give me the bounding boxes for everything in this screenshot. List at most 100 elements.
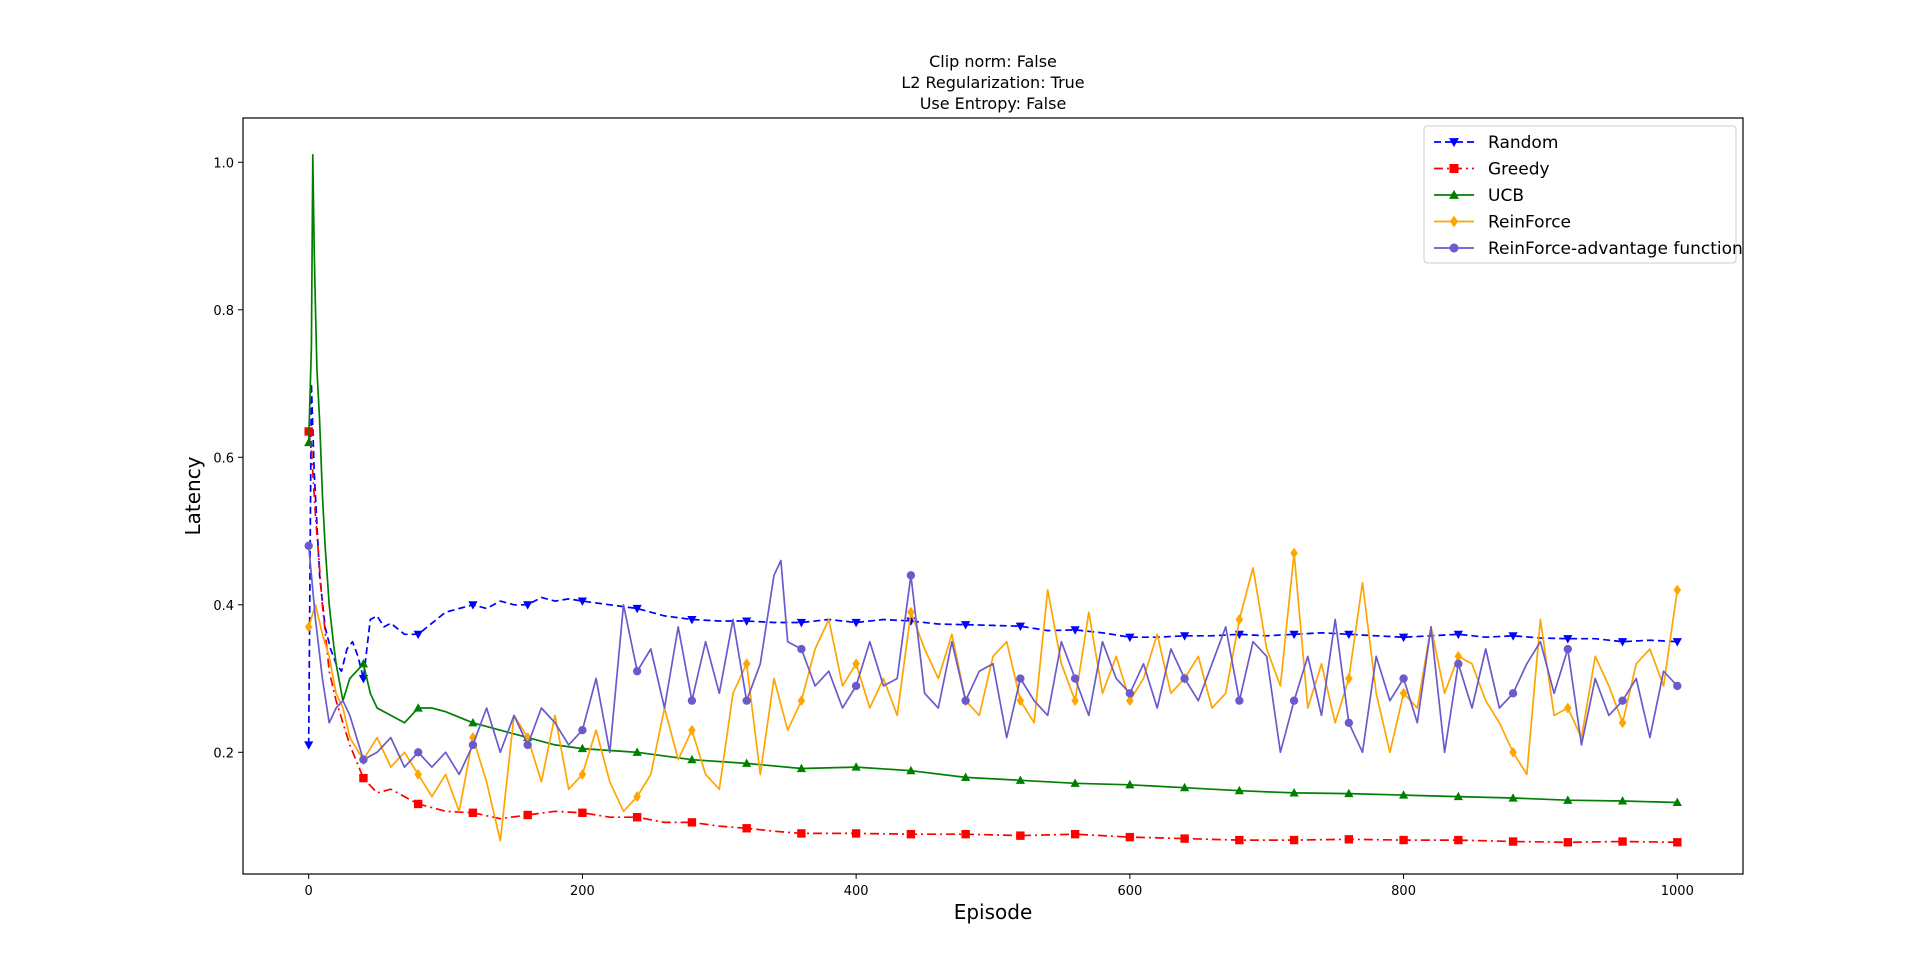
data-point bbox=[1126, 695, 1134, 707]
legend-entry: UCB bbox=[1434, 186, 1524, 206]
chart-title: Clip norm: False L2 Regularization: True… bbox=[901, 52, 1084, 113]
data-point bbox=[413, 748, 423, 757]
data-point bbox=[1235, 696, 1244, 705]
legend-entry: Random bbox=[1434, 133, 1558, 153]
title-line: Clip norm: False bbox=[929, 52, 1057, 71]
plot-marks bbox=[304, 154, 1682, 847]
data-point bbox=[1289, 835, 1299, 845]
data-point bbox=[742, 758, 752, 767]
data-point bbox=[742, 658, 751, 670]
data-point bbox=[1235, 835, 1244, 845]
data-point bbox=[1673, 584, 1682, 596]
x-axis-label: Episode bbox=[954, 900, 1033, 924]
data-point bbox=[1454, 835, 1463, 845]
data-point bbox=[797, 644, 806, 654]
series-line bbox=[307, 552, 1679, 842]
data-point bbox=[1016, 831, 1025, 840]
data-point bbox=[1563, 838, 1573, 847]
data-point bbox=[687, 696, 697, 705]
data-point bbox=[578, 768, 587, 780]
data-point bbox=[742, 617, 752, 626]
data-point bbox=[1617, 638, 1628, 647]
data-point bbox=[1179, 782, 1190, 792]
data-point bbox=[632, 604, 642, 614]
data-point bbox=[1508, 837, 1518, 846]
data-point bbox=[1563, 635, 1573, 644]
series-line bbox=[307, 431, 1678, 844]
data-point bbox=[1234, 785, 1244, 795]
data-point bbox=[796, 618, 807, 628]
axes: 0 200 400 600 800 1000 0.2 0.4 0.6 0.8 1.0 bbox=[213, 156, 1694, 899]
data-point bbox=[304, 541, 313, 550]
data-point bbox=[688, 724, 696, 736]
legend-marker bbox=[1449, 189, 1459, 199]
data-point bbox=[961, 829, 970, 839]
data-point bbox=[1290, 547, 1298, 559]
data-point bbox=[578, 725, 587, 735]
data-point bbox=[413, 703, 423, 712]
data-point bbox=[1672, 638, 1682, 647]
data-point bbox=[469, 732, 477, 744]
legend-entry: ReinForce-advantage function bbox=[1434, 239, 1743, 259]
data-point bbox=[413, 630, 423, 640]
data-point bbox=[907, 606, 915, 618]
data-point bbox=[1344, 630, 1354, 640]
data-point bbox=[852, 658, 860, 670]
data-point bbox=[1508, 793, 1518, 802]
data-point bbox=[523, 601, 533, 610]
data-point bbox=[1617, 796, 1628, 805]
data-point bbox=[468, 808, 478, 817]
data-point bbox=[468, 740, 478, 750]
data-point bbox=[1235, 614, 1244, 626]
data-point bbox=[1399, 687, 1408, 699]
legend-label: Random bbox=[1488, 133, 1558, 153]
data-point bbox=[304, 437, 314, 447]
data-point bbox=[961, 696, 970, 705]
title-line: Use Entropy: False bbox=[920, 94, 1067, 113]
y-tick-label: 1.0 bbox=[213, 156, 234, 171]
data-point bbox=[1453, 630, 1463, 640]
data-point bbox=[687, 754, 697, 764]
data-point bbox=[1289, 696, 1299, 705]
data-point bbox=[1125, 689, 1135, 698]
data-point bbox=[414, 768, 422, 780]
data-point bbox=[796, 763, 807, 773]
data-point bbox=[1672, 797, 1682, 807]
data-point bbox=[1344, 835, 1354, 844]
data-point bbox=[632, 813, 642, 822]
data-point bbox=[1563, 795, 1573, 804]
data-point bbox=[1398, 790, 1409, 799]
data-point bbox=[1618, 717, 1627, 729]
data-point bbox=[1673, 838, 1682, 847]
legend-label: ReinForce bbox=[1488, 213, 1571, 233]
data-point bbox=[851, 829, 861, 838]
data-point bbox=[1508, 632, 1518, 641]
data-point bbox=[906, 765, 916, 775]
data-point bbox=[1125, 779, 1135, 789]
x-tick-label: 0 bbox=[305, 884, 313, 899]
title-line: L2 Regularization: True bbox=[901, 73, 1084, 92]
legend-label: UCB bbox=[1488, 186, 1524, 206]
data-point bbox=[468, 717, 478, 727]
data-point bbox=[742, 824, 751, 833]
x-tick-label: 200 bbox=[570, 884, 595, 899]
data-point bbox=[1289, 630, 1299, 640]
data-point bbox=[742, 696, 751, 705]
data-point bbox=[1454, 659, 1463, 668]
data-point bbox=[1345, 673, 1353, 685]
data-point bbox=[1070, 778, 1080, 787]
data-point bbox=[413, 799, 423, 809]
data-point bbox=[1071, 695, 1079, 707]
data-point bbox=[797, 695, 806, 707]
data-point bbox=[1618, 837, 1627, 846]
data-point bbox=[687, 615, 697, 625]
legend-entry: ReinForce bbox=[1434, 213, 1571, 233]
data-point bbox=[1453, 791, 1463, 801]
data-point bbox=[359, 773, 368, 783]
data-point bbox=[851, 681, 861, 691]
data-point bbox=[1509, 746, 1517, 758]
legend-box bbox=[1423, 125, 1737, 264]
data-point bbox=[1508, 689, 1518, 698]
legend-marker bbox=[1449, 215, 1459, 228]
